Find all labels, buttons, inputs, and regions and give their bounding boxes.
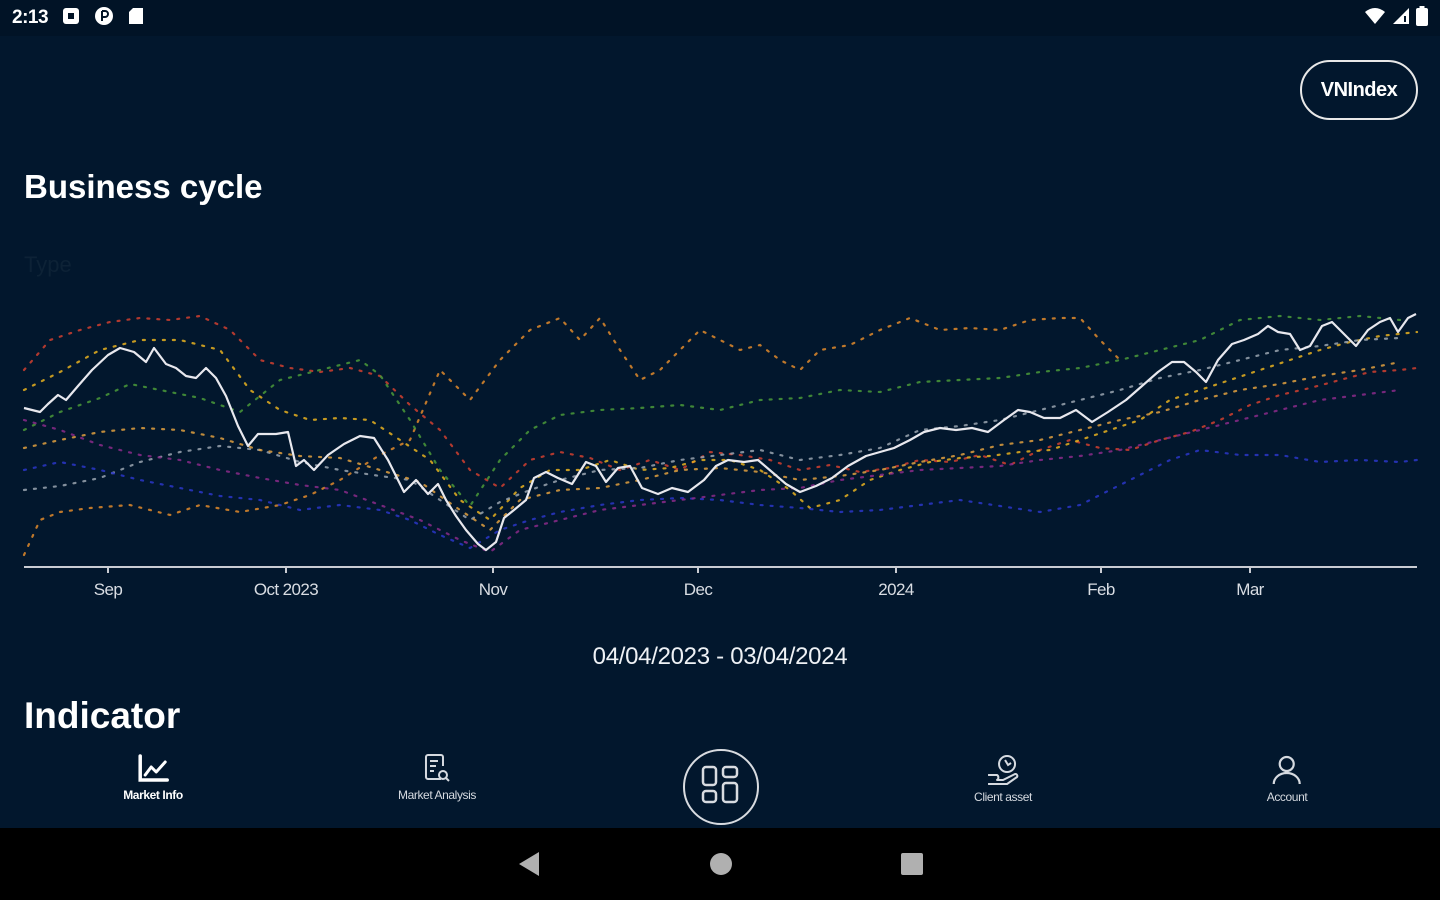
line-chart-icon: [136, 753, 170, 785]
sector-series-3: [22, 314, 1402, 508]
sector-series-5: [22, 448, 1419, 550]
recents-icon[interactable]: [900, 851, 924, 882]
nav-label: Client asset: [974, 790, 1032, 804]
nav-dashboard-button[interactable]: [683, 749, 759, 825]
nav-label: Market Info: [123, 788, 183, 802]
sector-series-1: [22, 314, 1419, 490]
sd-card-icon: [128, 7, 144, 30]
back-icon[interactable]: [517, 851, 541, 882]
nav-market-info[interactable]: Market Info: [123, 753, 183, 802]
nav-market-analysis[interactable]: Market Analysis: [398, 753, 476, 802]
x-tick-label: Nov: [478, 580, 508, 599]
home-icon[interactable]: [709, 851, 733, 882]
sector-series-0: [22, 316, 1122, 557]
status-time: 2:13: [12, 7, 49, 28]
nav-account[interactable]: Account: [1267, 753, 1308, 804]
nav-label: Market Analysis: [397, 788, 477, 802]
business-cycle-title: Business cycle: [24, 168, 263, 205]
bottom-navigation: Market Info Market Analysis Client asset…: [0, 745, 1440, 828]
system-navigation-bar: [0, 828, 1440, 900]
user-icon: [1270, 753, 1304, 787]
sector-series-layer: [22, 314, 1419, 557]
x-tick-label: Dec: [683, 580, 713, 599]
x-tick-label: Mar: [1236, 580, 1264, 599]
nav-client-asset[interactable]: Client asset: [974, 753, 1032, 804]
app-p-icon: [94, 6, 114, 31]
x-tick-label: Feb: [1087, 580, 1115, 599]
status-right: [1364, 5, 1428, 31]
chart-canvas: [22, 313, 1419, 573]
x-tick-label: 2024: [878, 580, 914, 599]
x-axis-ticks: [107, 567, 1251, 573]
notification-square-icon: [62, 7, 80, 30]
index-selector-button[interactable]: VNIndex: [1300, 60, 1418, 120]
hand-coin-icon: [983, 753, 1023, 787]
wifi-icon: [1364, 7, 1386, 30]
date-range-label[interactable]: 04/04/2023 - 03/04/2024: [592, 643, 848, 670]
sector-series-4: [22, 336, 1402, 522]
document-search-icon: [420, 753, 454, 785]
status-left: 2:13: [12, 6, 144, 31]
dashboard-grid-icon: [701, 765, 741, 810]
type-dropdown[interactable]: Type: [24, 252, 72, 277]
sector-series-2: [22, 330, 1419, 522]
business-cycle-chart[interactable]: Sep Oct 2023 Nov Dec 2024 Feb Mar: [0, 290, 1440, 620]
index-line: [23, 313, 1417, 552]
battery-icon: [1416, 5, 1428, 31]
sector-series-7: [22, 360, 1402, 532]
cell-signal-icon: [1392, 7, 1410, 30]
status-bar: 2:13: [0, 0, 1440, 36]
indicator-title: Indicator: [24, 695, 181, 736]
nav-label: Account: [1266, 790, 1308, 804]
x-tick-label: Oct 2023: [253, 580, 319, 599]
x-tick-label: Sep: [93, 580, 123, 599]
